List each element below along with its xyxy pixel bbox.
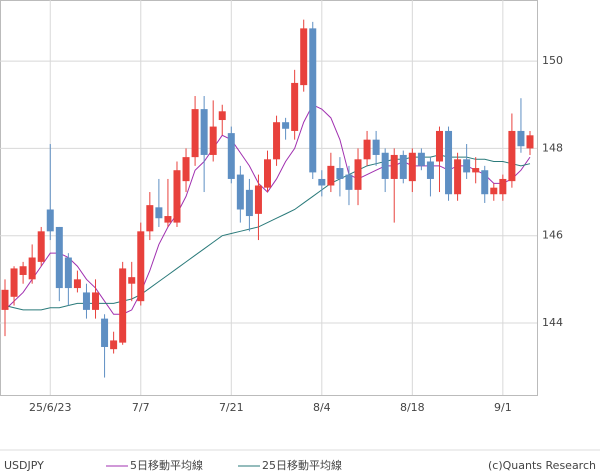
candle-body (55, 226, 63, 289)
candle-body (345, 174, 353, 190)
candle-body (264, 159, 271, 188)
candle-body (426, 161, 434, 179)
x-tick-label: 9/1 (494, 401, 512, 414)
candle-body (372, 139, 380, 155)
candle-body (336, 168, 344, 179)
y-tick-label: 150 (542, 54, 563, 67)
candle-body (463, 159, 471, 173)
symbol: USDJPY (4, 459, 44, 472)
candle-body (517, 130, 525, 147)
candle-body (435, 130, 443, 162)
candle-body (273, 122, 281, 160)
candle-body (245, 189, 253, 217)
candle-body (472, 168, 480, 173)
y-tick-label: 144 (542, 316, 563, 329)
y-tick-label: 146 (542, 229, 563, 242)
candle-body (209, 126, 217, 155)
candle-body (408, 152, 416, 182)
candle-body (155, 207, 163, 219)
candle-body (227, 133, 235, 179)
legend-label: 5日移動平均線 (130, 458, 203, 472)
candle-body (82, 292, 90, 310)
candle-body (291, 82, 299, 131)
legend-label: 25日移動平均線 (262, 458, 342, 472)
candle-body (10, 268, 18, 297)
candle-body (417, 152, 425, 166)
candle-body (101, 318, 109, 347)
plot-frame (0, 0, 538, 396)
candle-body (390, 154, 398, 179)
candle-body (182, 157, 190, 182)
candle-body (137, 231, 145, 302)
x-tick-label: 7/21 (219, 401, 244, 414)
candle-body (399, 154, 407, 179)
x-tick-label: 8/4 (313, 401, 331, 414)
candle-body (218, 111, 226, 121)
candle-body (445, 130, 453, 195)
candle-body (300, 28, 308, 86)
candle-body (110, 340, 118, 350)
x-tick-label: 7/7 (132, 401, 150, 414)
candle-body (19, 266, 27, 275)
candle-body (46, 209, 54, 232)
candle-body (490, 187, 498, 195)
candle-body (499, 178, 507, 195)
candle-body (64, 257, 72, 289)
candle-body (73, 279, 81, 289)
candle-body (146, 205, 154, 232)
candle-body (164, 216, 172, 223)
candle-body (92, 292, 100, 310)
y-tick-label: 148 (542, 141, 563, 154)
candle-body (309, 28, 317, 173)
candle-body (28, 257, 36, 280)
source: (c)Quants Research (488, 459, 596, 472)
candle-body (481, 170, 489, 195)
candle-body (363, 139, 371, 160)
candle-body (119, 268, 127, 343)
candle-body (327, 165, 335, 186)
candle-body (381, 152, 389, 179)
candle-body (173, 170, 181, 223)
candle-body (128, 277, 136, 284)
candle-body (191, 109, 199, 158)
candle-body (236, 174, 244, 210)
candle-body (526, 135, 534, 149)
candle-body (508, 130, 516, 182)
candle-body (254, 185, 262, 214)
candle-body (318, 178, 326, 186)
candle-body (200, 109, 208, 155)
candle-body (354, 159, 362, 190)
x-tick-label: 8/18 (400, 401, 425, 414)
candle-body (1, 289, 9, 310)
candle-body (37, 231, 45, 262)
candle-body (454, 159, 462, 195)
candle-body (282, 122, 290, 129)
x-tick-label: 25/6/23 (29, 401, 71, 414)
